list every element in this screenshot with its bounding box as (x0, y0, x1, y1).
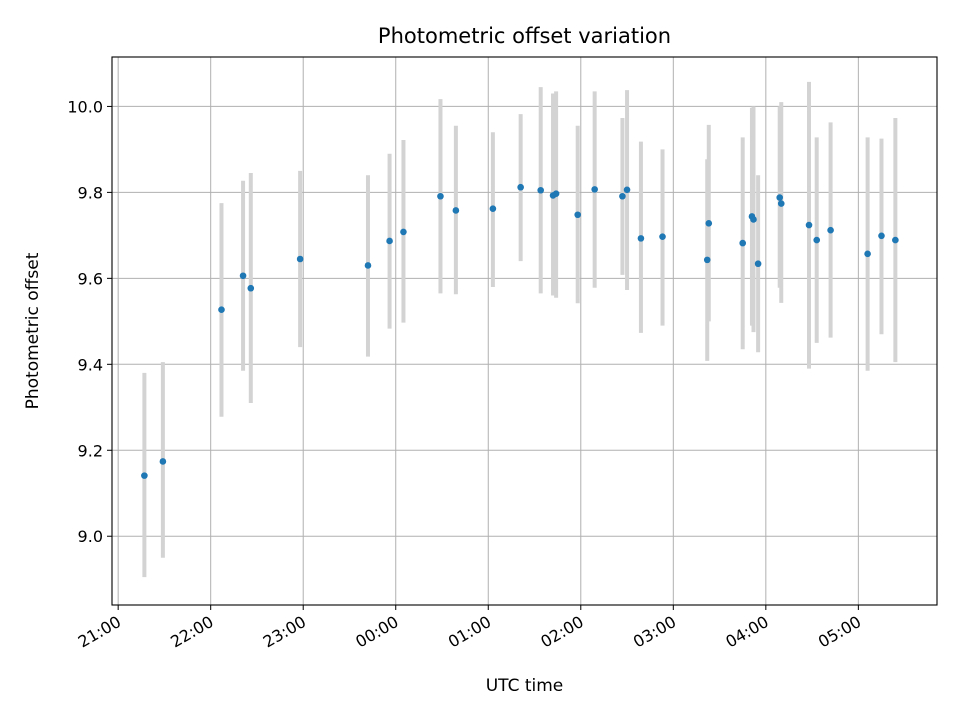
y-tick-label: 9.8 (78, 183, 103, 202)
data-point (777, 200, 785, 207)
y-tick-label: 10.0 (67, 97, 103, 116)
data-point (218, 306, 225, 314)
y-axis-ticks: 9.0 9.2 9.4 9.6 9.8 10.0 (67, 97, 112, 546)
data-point (400, 228, 407, 236)
x-axis-label: UTC time (486, 676, 564, 696)
data-point (754, 260, 762, 268)
data-point (489, 205, 497, 213)
data-point (750, 216, 757, 223)
data-point (805, 221, 813, 229)
data-point (623, 186, 631, 194)
data-point (813, 236, 821, 244)
data-point (364, 262, 372, 269)
data-point (878, 232, 885, 240)
data-point (827, 226, 834, 234)
y-tick-label: 9.6 (78, 269, 103, 288)
chart-title: Photometric offset variation (378, 24, 671, 48)
data-point (159, 458, 167, 465)
data-point (552, 190, 560, 197)
data-point (703, 256, 711, 264)
data-point (437, 192, 444, 200)
data-point (619, 192, 626, 200)
data-point (141, 472, 148, 479)
data-point (574, 211, 582, 219)
data-point (739, 239, 747, 247)
data-point (591, 186, 598, 193)
data-point (659, 233, 666, 240)
data-point (537, 186, 544, 194)
y-tick-label: 9.0 (78, 527, 103, 546)
y-axis-label: Photometric offset (23, 252, 43, 409)
data-point (386, 237, 393, 245)
plot-frame (111, 56, 938, 606)
data-points (141, 183, 899, 479)
data-point (247, 284, 255, 292)
data-point (517, 183, 524, 191)
data-point (452, 207, 460, 214)
data-point (296, 255, 304, 263)
data-point (864, 250, 871, 258)
data-point (776, 194, 784, 201)
y-tick-label: 9.2 (78, 441, 103, 460)
data-point (892, 236, 899, 244)
y-tick-label: 9.4 (78, 355, 103, 374)
data-point (637, 235, 645, 242)
data-point (705, 220, 713, 227)
data-point (239, 272, 247, 280)
